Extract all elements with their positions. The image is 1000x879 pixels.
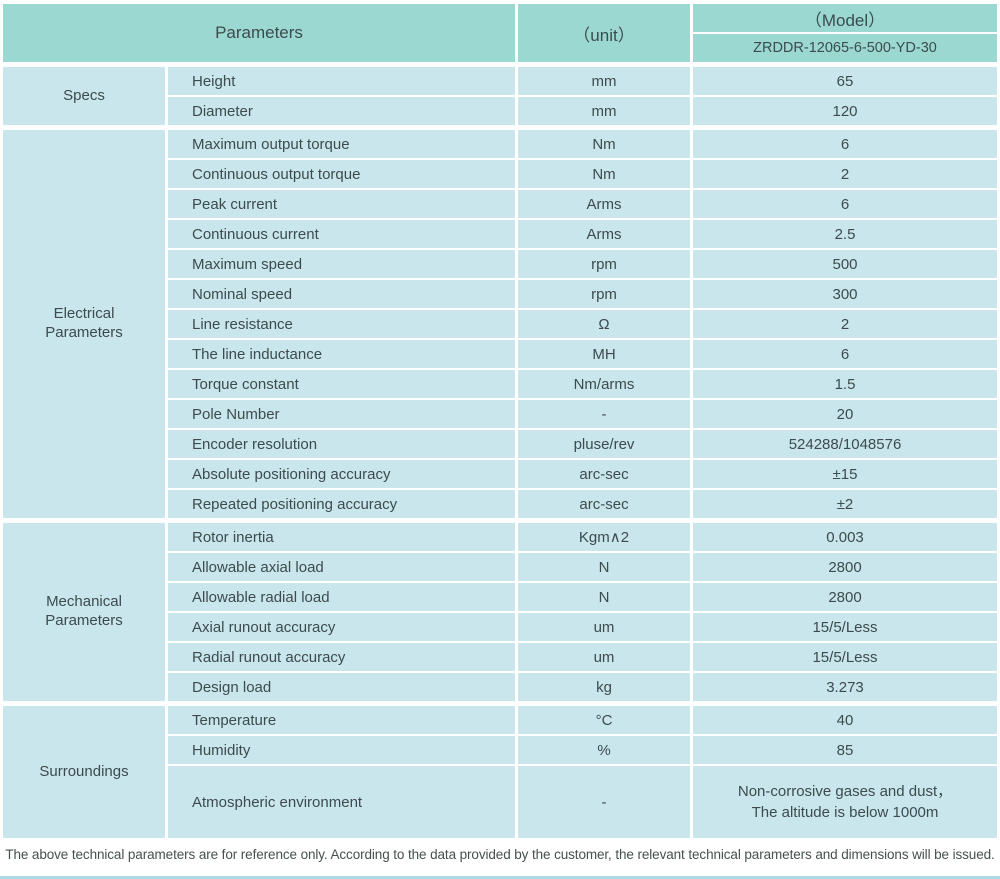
footer-note: The above technical parameters are for r… [5, 847, 995, 862]
parameter-unit: pluse/rev [518, 430, 690, 458]
parameter-value: 6 [693, 190, 997, 218]
parameter-name: Pole Number [168, 400, 515, 428]
parameter-value: 500 [693, 250, 997, 278]
parameter-unit: Arms [518, 190, 690, 218]
parameter-unit: Arms [518, 220, 690, 248]
table-body: Specs Height mm 65 Diameter mm 120 Electrical P… [3, 67, 997, 838]
parameter-name: Allowable axial load [168, 553, 515, 581]
parameter-unit: Kgm∧2 [518, 523, 690, 551]
parameter-unit: um [518, 613, 690, 641]
parameter-value: 6 [693, 130, 997, 158]
parameter-value: ±2 [693, 490, 997, 518]
parameter-value: 1.5 [693, 370, 997, 398]
parameter-value: 85 [693, 736, 997, 764]
parameter-name: Line resistance [168, 310, 515, 338]
parameter-name: Temperature [168, 706, 515, 734]
table-header: Parameters （unit） （Model） ZRDDR-12065-6-… [3, 4, 997, 62]
parameter-value: 300 [693, 280, 997, 308]
header-unit: （unit） [518, 4, 690, 62]
header-model-value: ZRDDR-12065-6-500-YD-30 [693, 34, 997, 62]
parameter-name: Atmospheric environment [168, 766, 515, 838]
parameter-name: Allowable radial load [168, 583, 515, 611]
parameter-value: 20 [693, 400, 997, 428]
parameter-value: Non-corrosive gases and dust， The altitu… [693, 766, 997, 838]
parameter-value: 2.5 [693, 220, 997, 248]
parameter-unit: N [518, 583, 690, 611]
parameter-unit: MH [518, 340, 690, 368]
parameter-name: Encoder resolution [168, 430, 515, 458]
parameter-name: Torque constant [168, 370, 515, 398]
parameter-value: 6 [693, 340, 997, 368]
bottom-divider [0, 876, 1000, 879]
parameter-unit: Nm [518, 160, 690, 188]
parameter-value: 15/5/Less [693, 613, 997, 641]
parameter-unit: mm [518, 67, 690, 95]
parameter-value: 2800 [693, 583, 997, 611]
parameter-name: The line inductance [168, 340, 515, 368]
parameter-value: 3.273 [693, 673, 997, 701]
section-label: Surroundings [3, 706, 165, 838]
parameter-name: Rotor inertia [168, 523, 515, 551]
parameter-unit: um [518, 643, 690, 671]
parameter-unit: °C [518, 706, 690, 734]
parameter-value: 40 [693, 706, 997, 734]
section: Surroundings Temperature °C 40 Humidity% 85 At… [3, 706, 997, 838]
parameter-name: Nominal speed [168, 280, 515, 308]
parameter-unit: - [518, 766, 690, 838]
parameter-unit: mm [518, 97, 690, 125]
section-label: Electrical Parameters [3, 130, 165, 518]
parameter-unit: Nm/arms [518, 370, 690, 398]
parameter-unit: arc-sec [518, 490, 690, 518]
parameter-unit: Nm [518, 130, 690, 158]
parameter-unit: - [518, 400, 690, 428]
parameter-name: Maximum speed [168, 250, 515, 278]
parameter-unit: rpm [518, 280, 690, 308]
parameter-value: 2 [693, 310, 997, 338]
parameter-unit: N [518, 553, 690, 581]
parameter-name: Peak current [168, 190, 515, 218]
parameter-unit: arc-sec [518, 460, 690, 488]
parameter-unit: rpm [518, 250, 690, 278]
parameter-name: Radial runout accuracy [168, 643, 515, 671]
parameter-name: Design load [168, 673, 515, 701]
parameter-unit: kg [518, 673, 690, 701]
parameter-value: ±15 [693, 460, 997, 488]
parameter-value: 0.003 [693, 523, 997, 551]
section-label: Mechanical Parameters [3, 523, 165, 701]
parameter-name: Continuous output torque [168, 160, 515, 188]
parameter-name: Height [168, 67, 515, 95]
parameter-value: 65 [693, 67, 997, 95]
parameter-name: Repeated positioning accuracy [168, 490, 515, 518]
parameter-name: Absolute positioning accuracy [168, 460, 515, 488]
parameter-name: Axial runout accuracy [168, 613, 515, 641]
parameter-name: Humidity [168, 736, 515, 764]
parameter-value: 120 [693, 97, 997, 125]
parameter-value: 15/5/Less [693, 643, 997, 671]
header-model: （Model） [693, 4, 997, 32]
parameter-name: Diameter [168, 97, 515, 125]
parameter-unit: Ω [518, 310, 690, 338]
section-label: Specs [3, 67, 165, 125]
parameter-name: Maximum output torque [168, 130, 515, 158]
parameter-value: 524288/1048576 [693, 430, 997, 458]
section: Electrical Parameters Maximum output torq… [3, 130, 997, 518]
parameter-unit: % [518, 736, 690, 764]
section: Mechanical Parameters Rotor inertia Kgm∧2 0… [3, 523, 997, 701]
header-parameters: Parameters [3, 4, 515, 62]
section: Specs Height mm 65 Diameter mm 120 [3, 67, 997, 125]
parameter-name: Continuous current [168, 220, 515, 248]
parameter-value: 2 [693, 160, 997, 188]
parameter-value: 2800 [693, 553, 997, 581]
